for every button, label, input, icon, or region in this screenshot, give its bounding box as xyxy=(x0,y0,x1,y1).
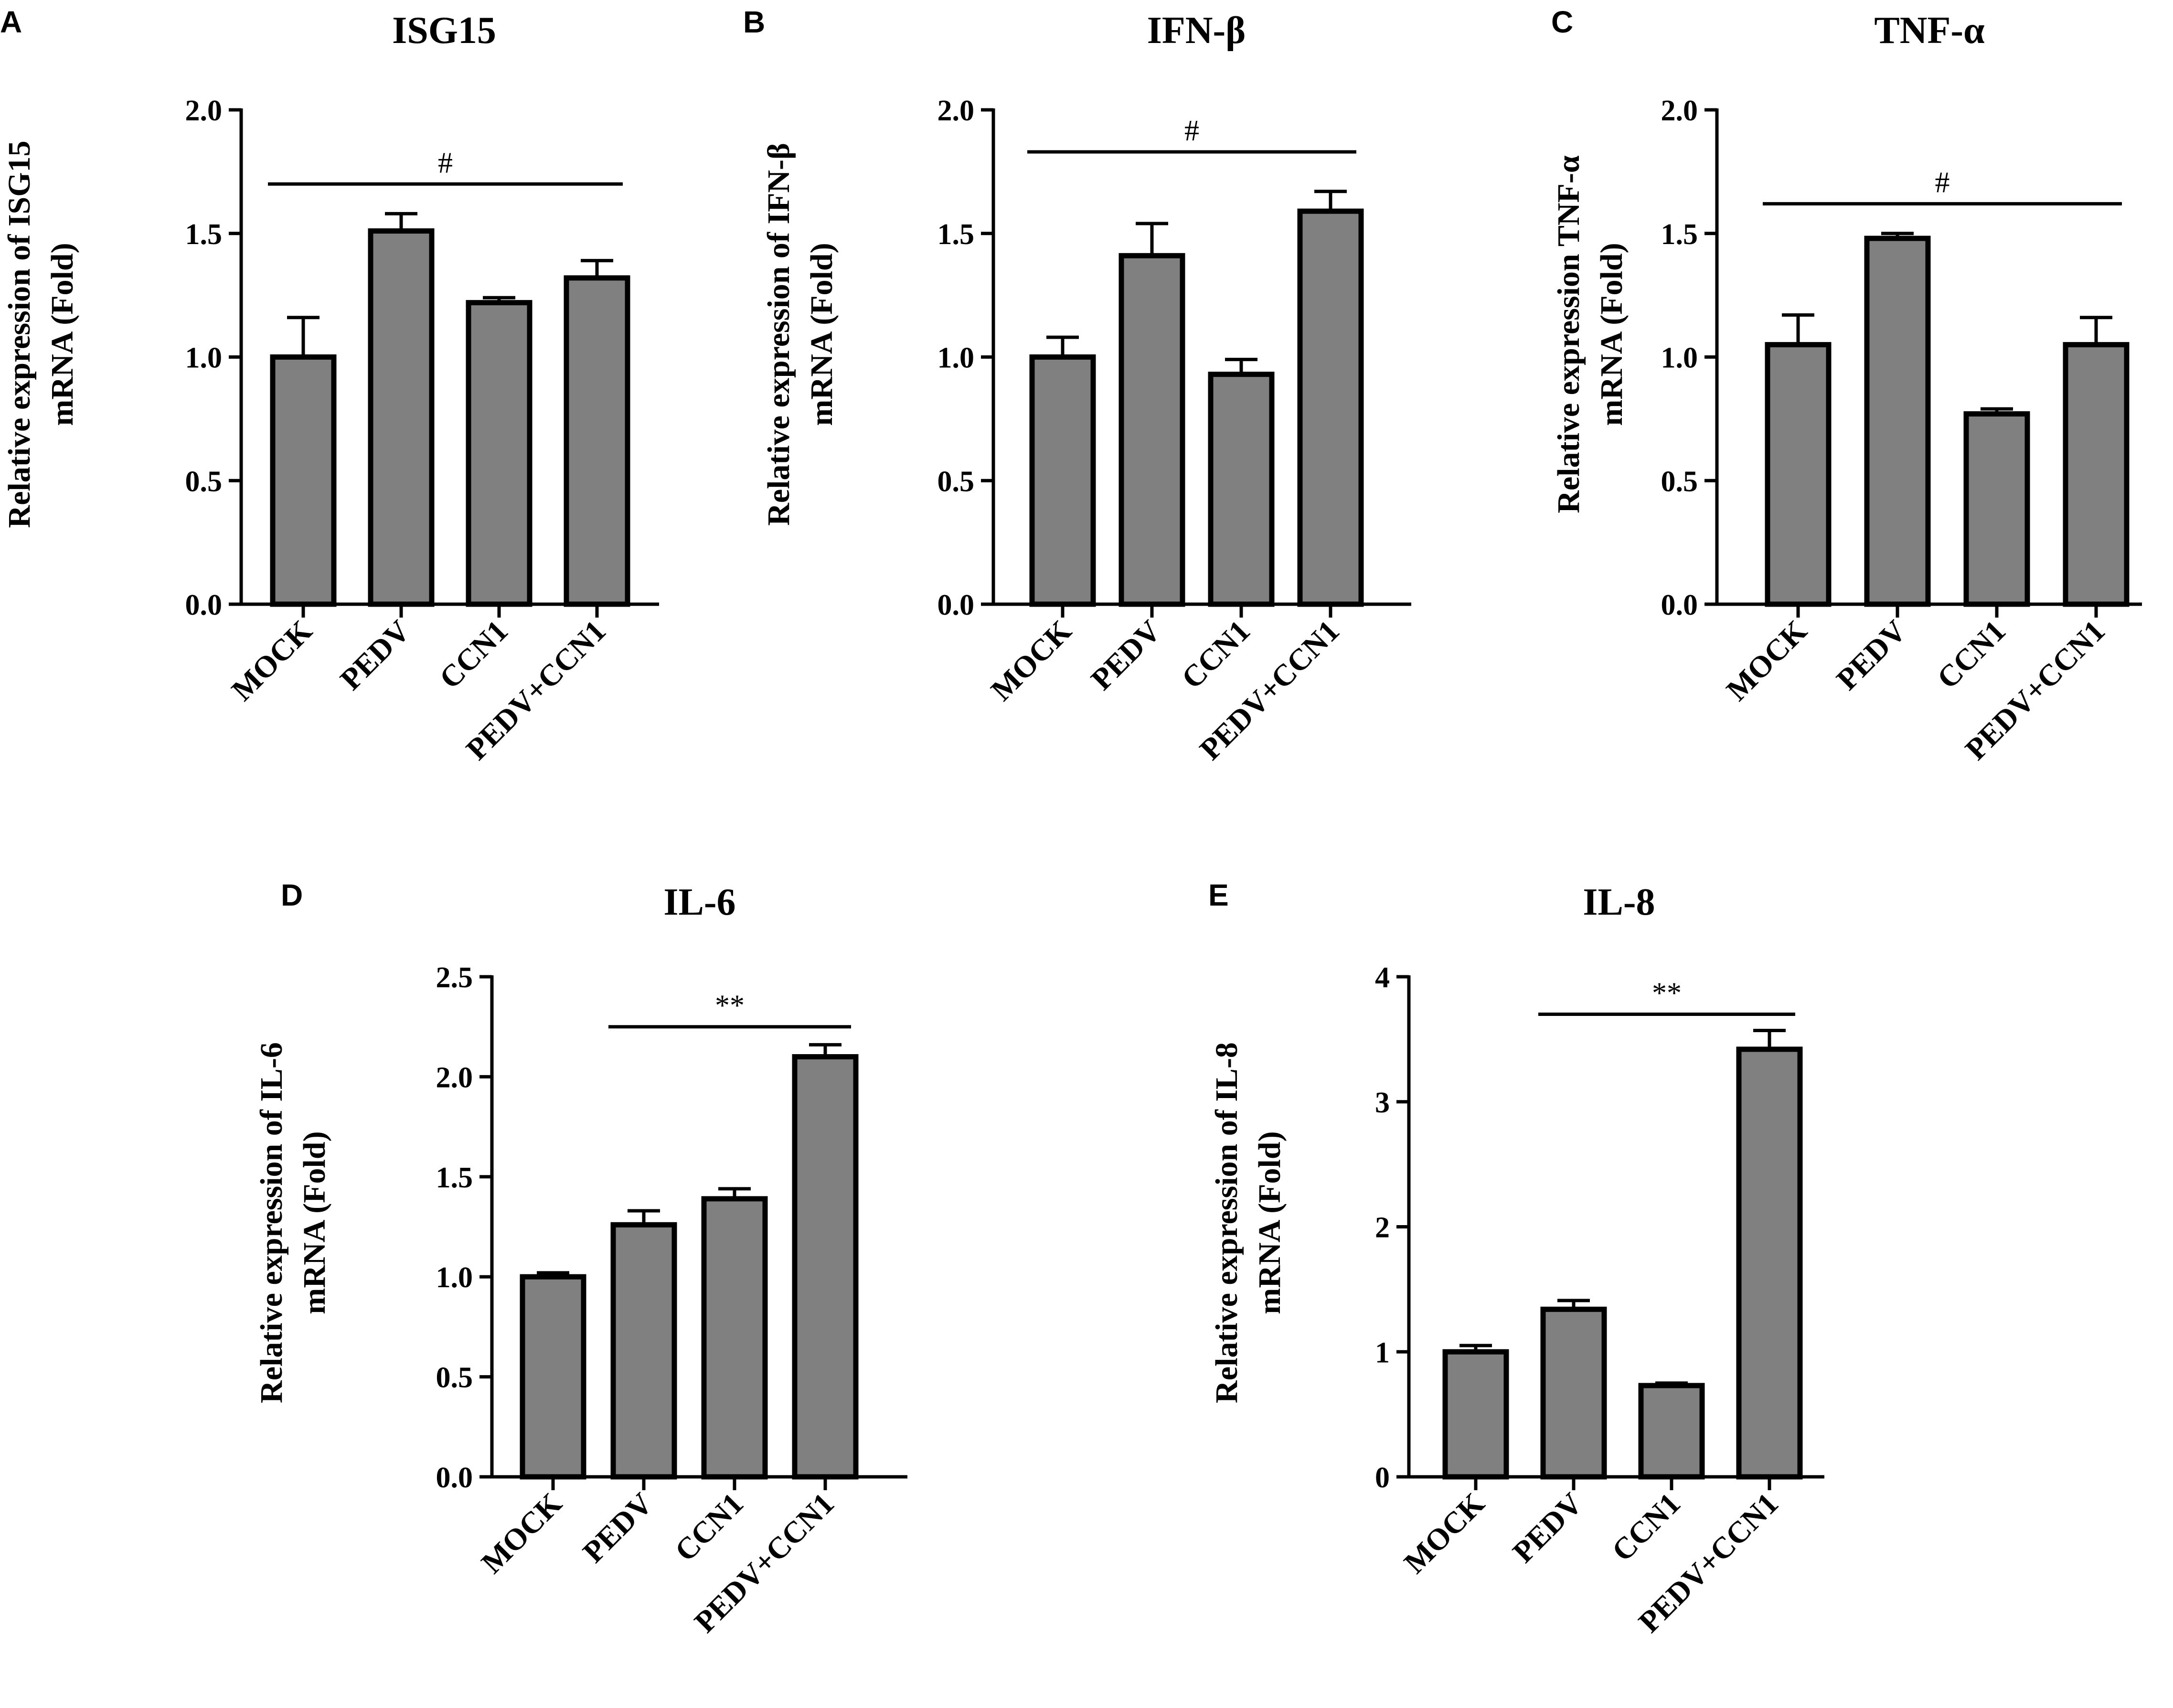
chart-title: IFN-β xyxy=(1147,10,1246,52)
y-tick-label: 1.5 xyxy=(1661,218,1698,251)
y-tick-label: 0.5 xyxy=(185,465,223,498)
y-axis-label-line1: Relative expression of IFN-β xyxy=(761,143,796,526)
y-tick-label: 1.5 xyxy=(937,218,975,251)
chart-title: IL-6 xyxy=(663,881,735,923)
x-category-label: PEDV xyxy=(334,614,416,696)
panel-b: B IFN-β Relative expression of IFN-β mRN… xyxy=(743,5,1411,767)
chart-title: TNF-α xyxy=(1874,10,1984,52)
y-axis-label-line2: mRNA (Fold) xyxy=(804,243,839,426)
x-category-label: MOCK xyxy=(225,614,319,707)
y-tick-label: 0.5 xyxy=(436,1362,473,1394)
panel-c: C TNF-α Relative expression TNF-α mRNA (… xyxy=(1551,5,2142,767)
y-tick-label: 2.0 xyxy=(1661,95,1698,127)
x-category-label: CCN1 xyxy=(433,614,514,695)
y-tick-label: 0.5 xyxy=(1661,465,1698,498)
y-tick-label: 2.5 xyxy=(436,961,473,994)
y-tick-label: 1.5 xyxy=(185,218,223,251)
panel-d: D IL-6 Relative expression of IL-6 mRNA … xyxy=(254,878,907,1639)
panel-e: E IL-8 Relative expression of IL-8 mRNA … xyxy=(1208,878,1824,1639)
y-tick-label: 0.0 xyxy=(1661,589,1698,621)
bar-pedv-ccn1 xyxy=(2063,342,2130,607)
x-category-label: MOCK xyxy=(1397,1486,1491,1580)
y-tick-label: 0 xyxy=(1375,1462,1390,1494)
panel-letter-c: C xyxy=(1551,5,1573,39)
x-category-label: PEDV xyxy=(1085,614,1167,696)
x-category-label: CCN1 xyxy=(1930,614,2012,695)
panel-letter-b: B xyxy=(743,5,765,39)
bar-pedv-ccn1 xyxy=(564,275,630,607)
y-axis-label-line1: Relative expression of ISG15 xyxy=(2,141,37,528)
y-axis-label-line1: Relative expression of IL-6 xyxy=(254,1042,289,1403)
bar-mock xyxy=(520,1274,586,1480)
bar-pedv xyxy=(368,228,435,607)
x-category-label: CCN1 xyxy=(668,1486,750,1568)
bar-ccn1 xyxy=(1638,1383,1705,1480)
y-tick-label: 0.0 xyxy=(436,1462,473,1494)
bar-pedv xyxy=(1864,235,1931,607)
bar-mock xyxy=(270,354,337,607)
bar-ccn1 xyxy=(701,1196,768,1480)
y-tick-label: 3 xyxy=(1375,1087,1390,1119)
y-tick-label: 2.0 xyxy=(937,95,975,127)
significance-marker: ** xyxy=(1652,977,1682,1010)
panel-a: A ISG15 Relative expression of ISG15 mRN… xyxy=(0,5,659,767)
y-tick-label: 0.0 xyxy=(937,589,975,621)
significance-marker: # xyxy=(1935,167,1950,199)
y-tick-label: 1.0 xyxy=(436,1261,473,1294)
bar-mock xyxy=(1029,354,1096,607)
x-category-label: CCN1 xyxy=(1175,614,1257,695)
y-tick-label: 0.0 xyxy=(185,589,223,621)
bar-pedv-ccn1 xyxy=(1297,208,1364,607)
x-category-label: PEDV xyxy=(576,1486,659,1569)
bar-pedv-ccn1 xyxy=(1736,1046,1803,1480)
bar-pedv xyxy=(1540,1306,1607,1480)
y-tick-label: 0.5 xyxy=(937,465,975,498)
y-tick-label: 1.0 xyxy=(937,342,975,374)
significance-marker: ** xyxy=(715,990,745,1022)
x-category-label: CCN1 xyxy=(1605,1486,1687,1568)
panel-letter-a: A xyxy=(0,5,22,39)
x-category-label: MOCK xyxy=(1720,614,1813,707)
x-category-label: MOCK xyxy=(984,614,1078,707)
y-tick-label: 1.0 xyxy=(1661,342,1698,374)
y-axis-label-line2: mRNA (Fold) xyxy=(1594,243,1629,426)
y-tick-label: 1.0 xyxy=(185,342,223,374)
y-axis-label-line1: Relative expression TNF-α xyxy=(1551,155,1586,513)
bar-ccn1 xyxy=(1208,372,1275,607)
y-axis-label-line2: mRNA (Fold) xyxy=(297,1131,332,1314)
bar-ccn1 xyxy=(466,300,533,607)
chart-title: IL-8 xyxy=(1583,881,1655,923)
y-tick-label: 2.0 xyxy=(436,1061,473,1094)
y-tick-label: 1.5 xyxy=(436,1162,473,1194)
y-axis-label-line2: mRNA (Fold) xyxy=(45,243,80,426)
significance-marker: # xyxy=(438,147,453,179)
panel-letter-e: E xyxy=(1208,878,1229,912)
y-axis-label-line1: Relative expression of IL-8 xyxy=(1209,1042,1244,1403)
chart-title: ISG15 xyxy=(392,10,496,52)
y-axis-label-line2: mRNA (Fold) xyxy=(1252,1131,1287,1314)
x-category-label: MOCK xyxy=(475,1486,568,1580)
bar-mock xyxy=(1442,1349,1509,1480)
bar-ccn1 xyxy=(1963,411,2030,607)
y-tick-label: 4 xyxy=(1375,961,1390,994)
y-tick-label: 2.0 xyxy=(185,95,223,127)
panel-letter-d: D xyxy=(281,878,303,912)
x-category-label: PEDV xyxy=(1506,1486,1589,1569)
x-category-label: PEDV xyxy=(1830,614,1913,696)
y-tick-label: 2 xyxy=(1375,1212,1390,1244)
significance-marker: # xyxy=(1184,115,1199,147)
bar-pedv xyxy=(610,1222,677,1480)
y-tick-label: 1 xyxy=(1375,1336,1390,1369)
bar-pedv-ccn1 xyxy=(792,1054,859,1480)
bar-pedv xyxy=(1118,253,1185,607)
bar-mock xyxy=(1765,342,1832,607)
